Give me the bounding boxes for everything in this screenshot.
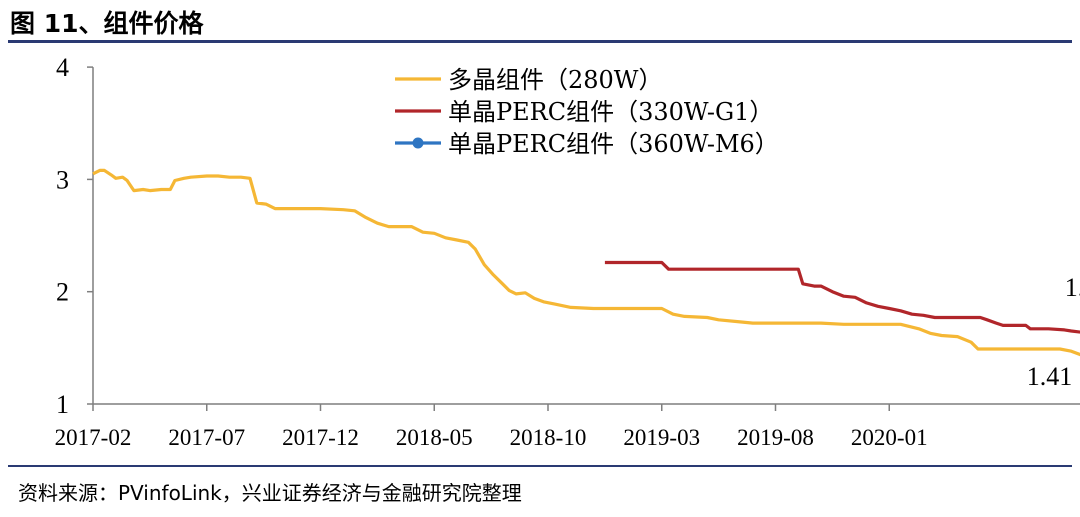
y-tick-label: 4 [56,53,69,82]
title-divider [8,40,1072,43]
legend-marker [412,137,424,149]
series-line-1 [92,168,1080,357]
y-tick-label: 3 [56,165,69,194]
x-tick-label: 2018-05 [396,425,473,450]
x-tick-label: 2019-03 [623,425,700,450]
legend-label-3: 单晶PERC组件（360W-M6） [448,130,779,158]
x-tick-label: 2018-10 [510,425,587,450]
x-tick-label: 2017-02 [55,425,132,450]
price-chart: 1 2 3 4 2017-02 2017-07 2017-12 2018-05 2018-10 2… [55,53,1080,450]
value-label-162: 1.62 [1065,273,1080,302]
x-tick-label: 2019-08 [737,425,814,450]
chart-title: 图 11、组件价格 [10,9,204,38]
series-line-2 [604,260,1080,334]
value-label-141: 1.41 [1027,362,1073,391]
y-tick-label: 2 [56,278,69,307]
y-tick-label: 1 [56,390,69,419]
x-tick-label: 2017-12 [282,425,359,450]
x-tick-label: 2017-07 [168,425,245,450]
legend-label-1: 多晶组件（280W） [448,66,662,94]
legend-label-2: 单晶PERC组件（330W-G1） [448,98,773,126]
x-tick-label: 2020-01 [851,425,928,450]
footer-divider [8,465,1072,467]
source-note: 资料来源：PVinfoLink，兴业证券经济与金融研究院整理 [18,481,522,505]
